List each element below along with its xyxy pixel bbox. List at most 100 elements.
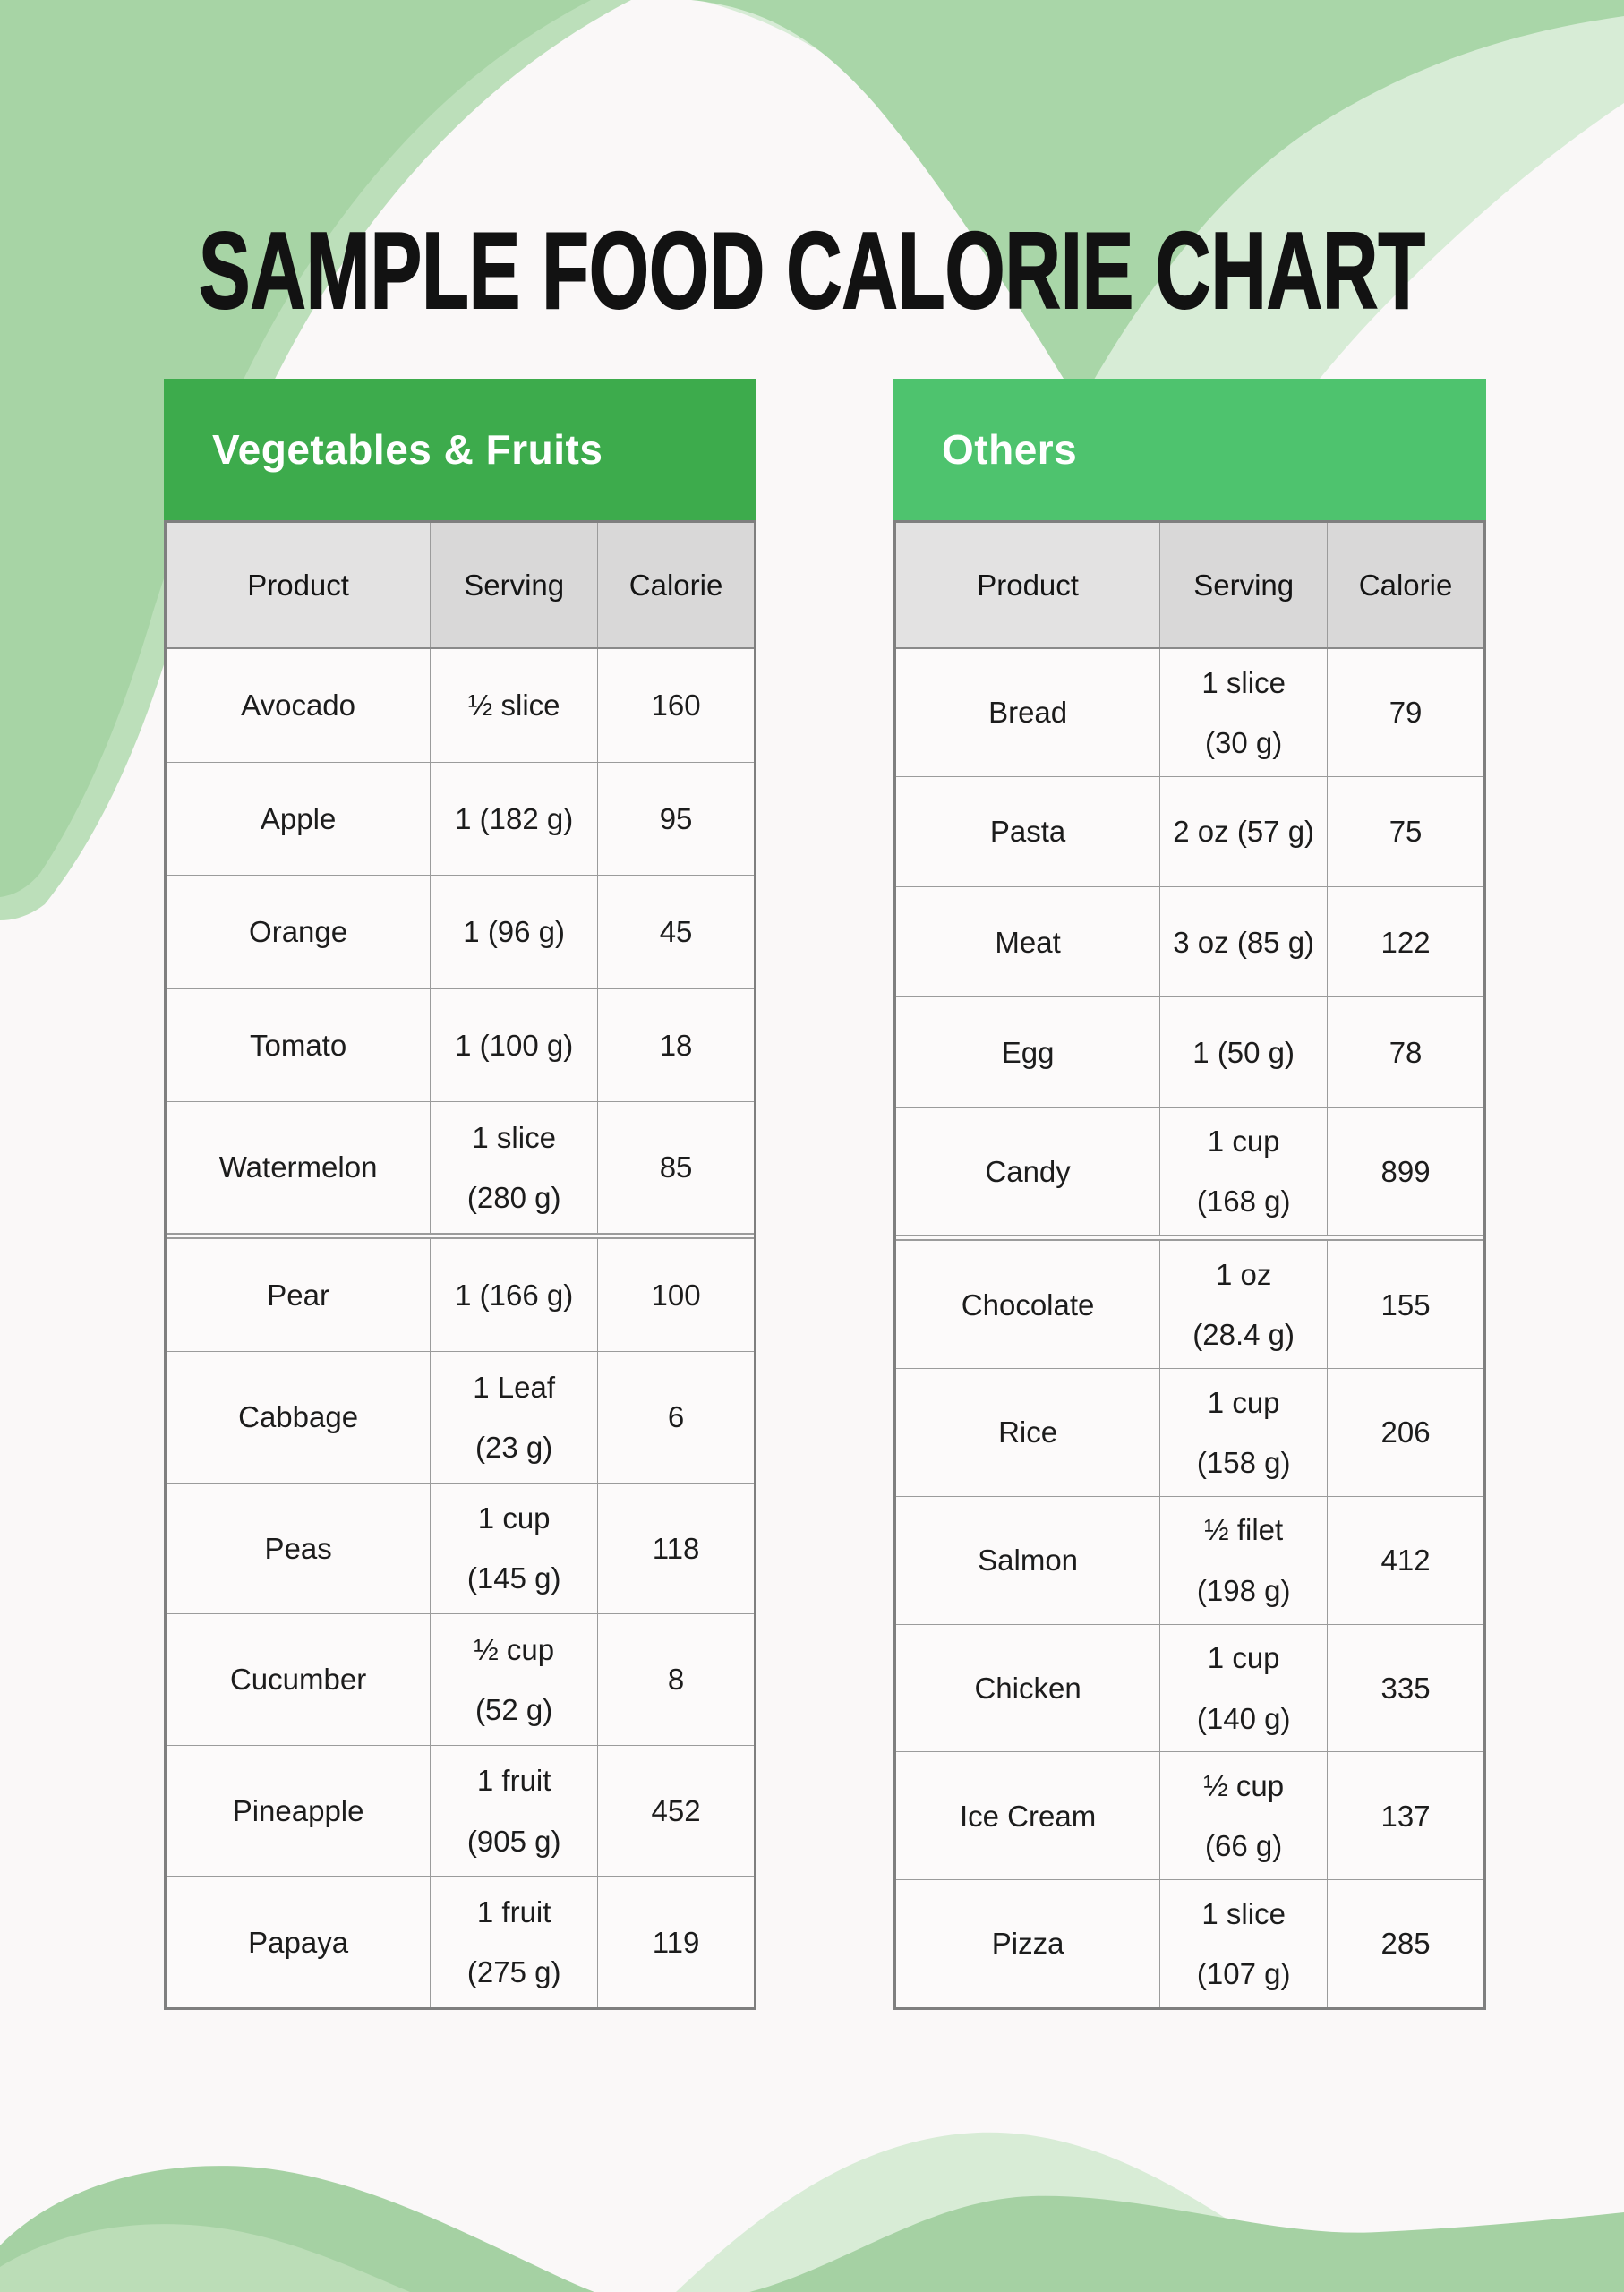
serving-line: (30 g) (1205, 725, 1283, 759)
serving-cell: 1 (50 g) (1160, 997, 1329, 1108)
product-cell: Pasta (896, 776, 1161, 887)
serving-line: 1 (182 g) (455, 801, 574, 835)
product-cell: Watermelon (167, 1102, 432, 1233)
serving-cell: 1 (166 g) (431, 1238, 599, 1352)
serving-line: 1 fruit (476, 1894, 551, 1929)
table-row: Candy 1 cup (168 g) 899 (896, 1107, 1483, 1236)
serving-line: (158 g) (1196, 1445, 1291, 1479)
serving-line: 3 oz (85 g) (1173, 925, 1315, 959)
calorie-cell: 137 (1380, 1799, 1431, 1833)
serving-cell: 1 cup (145 g) (431, 1483, 599, 1614)
product-cell: Orange (167, 876, 432, 988)
serving-line: (275 g) (466, 1955, 561, 1989)
column-header-product: Product (896, 523, 1161, 647)
serving-line: ½ cup (474, 1632, 555, 1666)
serving-line: (145 g) (466, 1561, 561, 1595)
product-cell: Tomato (167, 988, 432, 1101)
table-row: Peas 1 cup (145 g) 118 (167, 1482, 754, 1614)
serving-line: 1 oz (1215, 1257, 1272, 1291)
serving-line: 1 (100 g) (455, 1028, 574, 1062)
serving-line: (107 g) (1196, 1957, 1291, 1991)
serving-cell: 1 (100 g) (431, 988, 599, 1101)
table-title-bar: Vegetables & Fruits (164, 379, 756, 520)
serving-line: (23 g) (475, 1430, 553, 1464)
page-title-text: SAMPLE FOOD CALORIE CHART (199, 210, 1425, 331)
serving-line: 1 cup (1207, 1641, 1280, 1675)
product-cell: Rice (896, 1369, 1161, 1496)
table-row: Papaya 1 fruit (275 g) 119 (167, 1876, 754, 2007)
column-header-serving: Serving (431, 523, 599, 647)
serving-cell: 3 oz (85 g) (1160, 887, 1329, 997)
calorie-cell: 335 (1380, 1671, 1431, 1705)
serving-line: ½ cup (1203, 1769, 1285, 1803)
product-cell: Chicken (896, 1624, 1161, 1752)
bottom-wave-decoration (0, 2132, 1624, 2292)
table-row: Avocado ½ slice 160 (167, 649, 754, 762)
table-body: Bread 1 slice (30 g) 79 Pasta 2 oz (57 g) 75 Me… (896, 649, 1483, 2007)
calorie-cell: 160 (651, 688, 701, 723)
calorie-cell: 100 (651, 1278, 701, 1312)
serving-cell: 2 oz (57 g) (1160, 776, 1329, 887)
serving-line: 1 fruit (476, 1764, 551, 1798)
table-row: Apple 1 (182 g) 95 (167, 761, 754, 875)
serving-line: (168 g) (1196, 1184, 1291, 1219)
product-cell: Peas (167, 1483, 432, 1614)
serving-line: 2 oz (57 g) (1173, 815, 1315, 849)
serving-cell: ½ slice (431, 649, 599, 762)
serving-line: (905 g) (466, 1824, 561, 1858)
calorie-cell: 118 (652, 1531, 700, 1565)
serving-line: 1 (166 g) (455, 1278, 574, 1312)
calorie-cell: 6 (667, 1400, 685, 1434)
product-cell: Meat (896, 887, 1161, 997)
table-body: Avocado ½ slice 160 Apple 1 (182 g) 95 Orange 1… (167, 649, 754, 2007)
serving-cell: 1 (182 g) (431, 762, 599, 875)
table-row: Orange 1 (96 g) 45 (167, 875, 754, 988)
product-cell: Pear (167, 1238, 432, 1352)
calorie-cell: 412 (1380, 1544, 1431, 1578)
serving-cell: ½ cup (66 g) (1160, 1752, 1329, 1880)
calorie-cell: 452 (651, 1793, 701, 1827)
table-row: Rice 1 cup (158 g) 206 (896, 1368, 1483, 1496)
table-row: Watermelon 1 slice (280 g) 85 (167, 1101, 754, 1233)
serving-cell: 1 slice (30 g) (1160, 649, 1329, 776)
product-cell: Bread (896, 649, 1161, 776)
table-row: Tomato 1 (100 g) 18 (167, 988, 754, 1101)
page-title: SAMPLE FOOD CALORIE CHART (198, 209, 1426, 332)
serving-line: 1 cup (1207, 1125, 1280, 1159)
column-header-calorie: Calorie (598, 523, 754, 647)
table-row: Chicken 1 cup (140 g) 335 (896, 1623, 1483, 1752)
serving-line: (28.4 g) (1192, 1318, 1295, 1352)
table-row: Ice Cream ½ cup (66 g) 137 (896, 1751, 1483, 1880)
table-row: Cabbage 1 Leaf (23 g) 6 (167, 1351, 754, 1483)
table-row: Pasta 2 oz (57 g) 75 (896, 775, 1483, 887)
table-grid: Product Serving Calorie Bread 1 slice (30 … (893, 520, 1486, 2010)
product-cell: Chocolate (896, 1241, 1161, 1369)
column-header-serving: Serving (1160, 523, 1329, 647)
serving-line: (280 g) (466, 1180, 561, 1214)
table-row: Bread 1 slice (30 g) 79 (896, 649, 1483, 776)
serving-cell: 1 fruit (275 g) (431, 1877, 599, 2007)
serving-line: (140 g) (1196, 1701, 1291, 1735)
serving-line: (198 g) (1196, 1573, 1291, 1607)
serving-line: 1 (96 g) (463, 915, 566, 949)
table-row: Salmon ½ filet (198 g) 412 (896, 1495, 1483, 1624)
serving-line: ½ slice (467, 688, 560, 723)
serving-line: 1 slice (1201, 665, 1286, 699)
calorie-cell: 155 (1380, 1287, 1431, 1321)
table-row: Egg 1 (50 g) 78 (896, 996, 1483, 1108)
table-title-bar: Others (893, 379, 1486, 520)
serving-line: 1 Leaf (473, 1370, 556, 1404)
calorie-cell: 285 (1380, 1927, 1431, 1961)
serving-cell: 1 (96 g) (431, 876, 599, 988)
product-cell: Apple (167, 762, 432, 875)
serving-cell: 1 slice (280 g) (431, 1102, 599, 1233)
column-header-row: Product Serving Calorie (167, 523, 754, 649)
serving-cell: 1 oz (28.4 g) (1160, 1241, 1329, 1369)
serving-cell: ½ cup (52 g) (431, 1614, 599, 1745)
table-grid: Product Serving Calorie Avocado ½ slice 16… (164, 520, 756, 2010)
product-cell: Candy (896, 1108, 1161, 1236)
column-header-calorie: Calorie (1328, 523, 1483, 647)
serving-cell: 1 cup (158 g) (1160, 1369, 1329, 1496)
table-row: Pear 1 (166 g) 100 (167, 1232, 754, 1352)
calorie-cell: 206 (1380, 1415, 1431, 1450)
